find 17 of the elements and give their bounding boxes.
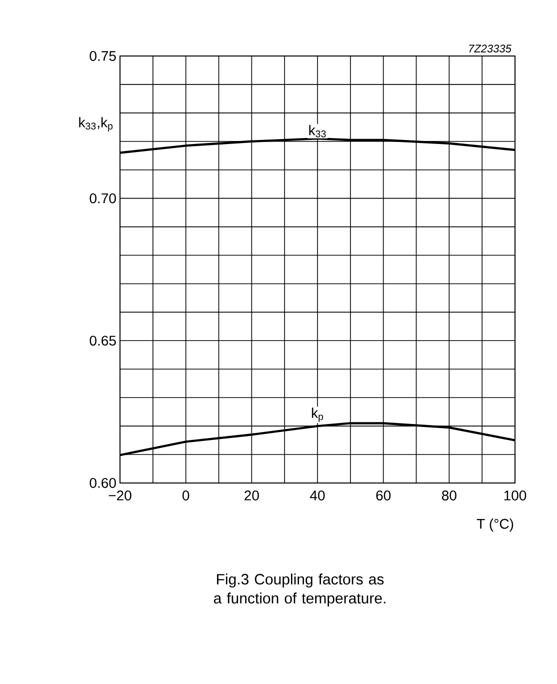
x-tick-label: 40	[310, 490, 325, 500]
x-tick-label: 60	[376, 490, 391, 500]
x-axis-title: T (°C)	[476, 518, 514, 532]
y-tick-label: 0.60	[90, 478, 116, 488]
annotation: k$_{33}$	[309, 124, 326, 138]
text: Fig.3 Coupling factors as a function of temperature.	[214, 574, 386, 607]
y-tick-label: 0.65	[90, 336, 116, 346]
x-tick-label: 80	[442, 490, 456, 500]
x-tick-label: 0	[182, 490, 190, 500]
y-tick-label: 0.70	[90, 193, 116, 204]
annotation: k$_{p}$	[312, 408, 324, 422]
x-tick-label: 100	[504, 490, 526, 500]
x-tick-label: 20	[244, 490, 259, 500]
text: 7Z23335	[469, 44, 512, 52]
y-axis-title: k$_{33}$,k$_{p}$	[79, 117, 113, 132]
x-tick-label: −20	[108, 490, 132, 500]
y-tick-label: 0.75	[90, 51, 116, 61]
